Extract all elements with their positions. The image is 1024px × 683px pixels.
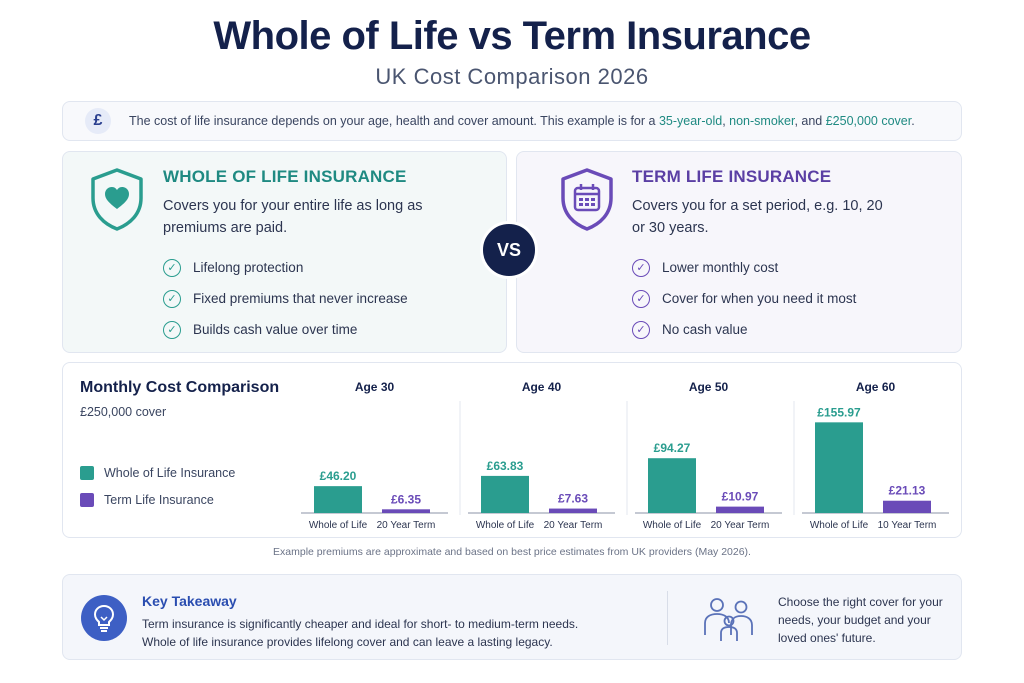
whole-card-description: Covers you for your entire life as long … [163,198,423,236]
highlight-cover: £250,000 cover [825,114,912,128]
legend-item-whole: Whole of Life Insurance [80,459,235,486]
whole-feature-list: ✓ Lifelong protection ✓ Fixed premiums tha… [163,252,408,345]
bar-term [883,500,931,513]
takeaway-text: Term insurance is significantly cheaper … [142,617,579,649]
check-icon: ✓ [163,289,181,308]
chart-legend: Whole of Life Insurance Term Life Insura… [80,459,235,513]
footnote: Example premiums are approximate and bas… [273,546,751,558]
group-title: Age 30 [355,380,395,394]
list-item: ✓ Builds cash value over time [163,314,408,345]
category-label: 20 Year Term [544,520,603,531]
shield-heart-icon [91,168,143,231]
info-bar: £ The cost of life insurance depends on … [62,101,962,141]
check-icon: ✓ [632,289,650,308]
data-label: £10.97 [722,490,759,504]
bar-term [716,506,764,513]
legend-item-term: Term Life Insurance [80,486,235,513]
data-label: £46.20 [320,469,357,483]
page-title: Whole of Life vs Term Insurance [213,14,811,58]
legend-swatch-whole [80,465,94,480]
whole-of-life-card: WHOLE OF LIFE INSURANCE Covers you for y… [62,151,507,353]
bar-whole-of-life [481,475,529,513]
check-icon: ✓ [632,320,650,339]
cost-comparison-chart: Monthly Cost Comparison £250,000 cover W… [62,362,962,538]
group-title: Age 40 [522,380,562,394]
check-icon: ✓ [632,258,650,277]
data-label: £6.35 [391,492,421,506]
chart-subtitle: £250,000 cover [80,405,167,419]
category-label: 20 Year Term [711,520,770,531]
category-label: Whole of Life [643,520,702,531]
info-text: The cost of life insurance depends on yo… [129,114,915,128]
list-item: ✓ Cover for when you need it most [632,283,856,314]
bar-whole-of-life [648,458,696,513]
term-card-title: TERM LIFE INSURANCE [632,167,832,186]
bar-whole-of-life [815,422,863,513]
lightbulb-icon [81,595,127,641]
data-label: £94.27 [654,441,691,455]
vs-badge: VS [480,221,538,279]
highlight-smoker: non-smoker [729,114,795,128]
family-icon [704,598,753,641]
category-label: 10 Year Term [878,520,937,531]
bar-chart-svg: Age 30 £46.20 Whole of Life £6.35 20 Year Te… [301,380,949,531]
data-label: £63.83 [487,459,524,473]
term-card-description: Covers you for a set period, e.g. 10, 20… [632,198,883,236]
category-label: Whole of Life [810,520,869,531]
category-label: Whole of Life [476,520,535,531]
pound-icon: £ [85,108,111,134]
whole-card-title: WHOLE OF LIFE INSURANCE [163,167,407,186]
legend-swatch-term [80,492,94,507]
category-label: Whole of Life [309,520,368,531]
term-feature-list: ✓ Lower monthly cost ✓ Cover for when you … [632,252,856,345]
bar-whole-of-life [314,486,362,513]
key-takeaway-panel: Key Takeaway Term insurance is significa… [62,574,962,660]
list-item: ✓ Lower monthly cost [632,252,856,283]
bar-term [382,509,430,513]
category-label: 20 Year Term [377,520,436,531]
data-label: £21.13 [889,484,926,498]
list-item: ✓ No cash value [632,314,856,345]
check-icon: ✓ [163,258,181,277]
highlight-age: 35-year-old [658,114,723,128]
list-item: ✓ Lifelong protection [163,252,408,283]
bar-term [549,508,597,513]
term-life-card: TERM LIFE INSURANCE Covers you for a set… [516,151,962,353]
shield-calendar-icon [561,168,613,231]
group-title: Age 60 [856,380,896,394]
data-label: £155.97 [817,405,861,419]
divider [667,591,668,645]
page-subtitle: UK Cost Comparison 2026 [375,64,649,89]
choose-cover-text: Choose the right cover for your needs, y… [778,595,943,645]
chart-title: Monthly Cost Comparison [80,379,280,396]
data-label: £7.63 [558,492,588,506]
group-title: Age 50 [689,380,729,394]
takeaway-title: Key Takeaway [142,593,237,609]
list-item: ✓ Fixed premiums that never increase [163,283,408,314]
check-icon: ✓ [163,320,181,339]
